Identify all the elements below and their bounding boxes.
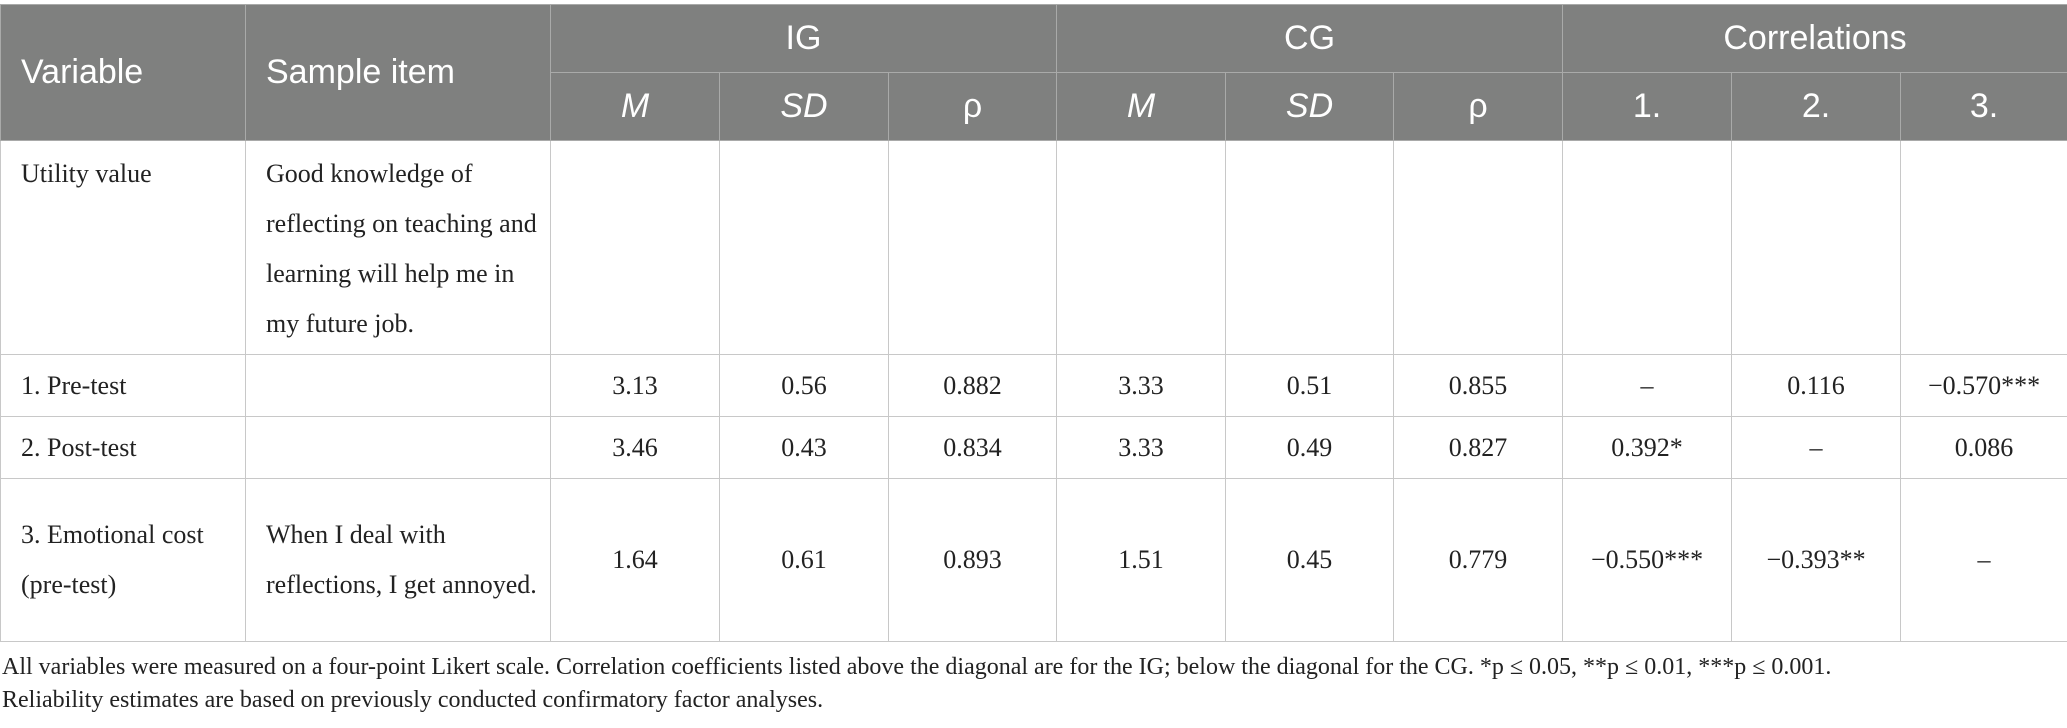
cell-cg-sd: 0.51	[1225, 354, 1395, 417]
cell-sample-item	[245, 354, 551, 417]
cell-corr-2: 0.116	[1731, 354, 1902, 417]
cell-variable: Utility value	[0, 140, 246, 355]
cell-corr-1: 0.392*	[1562, 416, 1733, 479]
cell-cg-m: 3.33	[1056, 354, 1227, 417]
cell-cg-sd	[1225, 140, 1395, 355]
header-cg-m: M	[1056, 72, 1227, 141]
cell-cg-sd: 0.49	[1225, 416, 1395, 479]
cell-ig-rho: 0.893	[887, 478, 1058, 642]
header-variable: Variable	[0, 4, 246, 141]
cell-ig-m: 1.64	[550, 478, 720, 642]
cell-ig-sd: 0.61	[719, 478, 889, 642]
header-row-groups: Variable Sample item IG CG Correlations	[0, 4, 2067, 141]
cell-cg-rho: 0.855	[1393, 354, 1564, 417]
cell-sample-item: Good knowledge of reflecting on teaching…	[245, 140, 551, 355]
cell-variable: 3. Emotional cost (pre-test)	[0, 478, 246, 642]
cell-ig-rho: 0.882	[887, 354, 1058, 417]
cell-corr-3	[1900, 140, 2067, 355]
table-row-utility-value: Utility value Good knowledge of reflecti…	[0, 140, 2067, 355]
header-group-cg: CG	[1056, 4, 1564, 73]
cell-ig-sd	[719, 140, 889, 355]
header-cg-rho: ρ	[1393, 72, 1564, 141]
cell-cg-sd: 0.45	[1225, 478, 1395, 642]
header-group-ig: IG	[549, 4, 1058, 73]
cell-variable: 2. Post-test	[0, 416, 246, 479]
header-corr-3: 3.	[1900, 72, 2067, 141]
cell-cg-rho	[1393, 140, 1564, 355]
cell-cg-m: 3.33	[1056, 416, 1227, 479]
header-corr-1: 1.	[1562, 72, 1733, 141]
table-footnote: All variables were measured on a four-po…	[2, 651, 2062, 717]
cell-corr-3: −0.570***	[1900, 354, 2067, 417]
table-row-post-test: 2. Post-test 3.46 0.43 0.834 3.33 0.49 0…	[0, 416, 2067, 479]
cell-ig-m: 3.13	[550, 354, 720, 417]
cell-corr-2	[1731, 140, 1902, 355]
footnote-line-scale-and-significance: All variables were measured on a four-po…	[2, 654, 1832, 680]
cell-ig-sd: 0.56	[719, 354, 889, 417]
header-ig-m: M	[550, 72, 720, 141]
cell-corr-3: 0.086	[1900, 416, 2067, 479]
header-row-columns: M SD ρ M SD ρ 1. 2. 3.	[1, 72, 2067, 141]
cell-cg-m: 1.51	[1056, 478, 1227, 642]
cell-ig-rho: 0.834	[887, 416, 1058, 479]
header-group-correlations: Correlations	[1562, 4, 2067, 73]
cell-cg-m	[1056, 140, 1227, 355]
cell-corr-1: −0.550***	[1562, 478, 1733, 642]
table-row-pre-test: 1. Pre-test 3.13 0.56 0.882 3.33 0.51 0.…	[0, 354, 2067, 417]
header-ig-sd: SD	[719, 72, 889, 141]
descriptive-statistics-table: Variable Sample item IG CG Correlations …	[0, 4, 2067, 642]
cell-corr-2: −0.393**	[1731, 478, 1902, 642]
header-sample-item: Sample item	[245, 4, 551, 141]
cell-corr-2: –	[1731, 416, 1902, 479]
cell-corr-1: –	[1562, 354, 1733, 417]
cell-sample-item: When I deal with reflections, I get anno…	[245, 478, 551, 642]
header-cg-sd: SD	[1225, 72, 1395, 141]
cell-corr-3: –	[1900, 478, 2067, 642]
table-row-emotional-cost: 3. Emotional cost (pre-test) When I deal…	[0, 478, 2067, 642]
cell-variable: 1. Pre-test	[0, 354, 246, 417]
header-corr-2: 2.	[1731, 72, 1902, 141]
cell-ig-sd: 0.43	[719, 416, 889, 479]
cell-sample-item	[245, 416, 551, 479]
cell-ig-rho	[887, 140, 1058, 355]
cell-cg-rho: 0.827	[1393, 416, 1564, 479]
cell-corr-1	[1562, 140, 1733, 355]
footnote-line-reliability: Reliability estimates are based on previ…	[2, 687, 824, 713]
cell-ig-m: 3.46	[550, 416, 720, 479]
cell-ig-m	[550, 140, 720, 355]
header-ig-rho: ρ	[887, 72, 1058, 141]
cell-cg-rho: 0.779	[1393, 478, 1564, 642]
